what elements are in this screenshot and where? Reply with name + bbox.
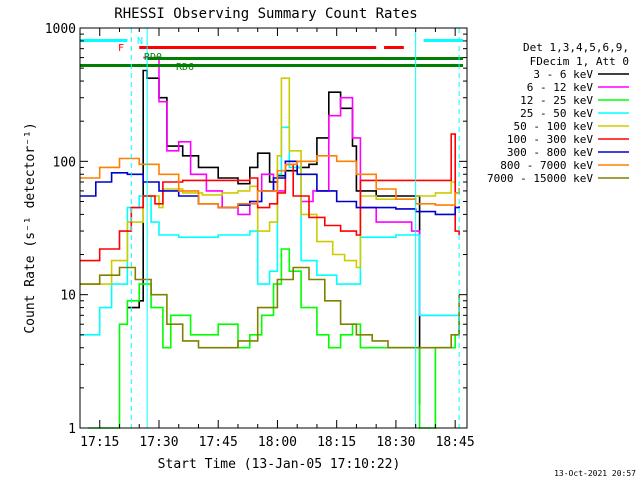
legend-label-5: 100 - 300 keV (507, 133, 593, 146)
flag-bar-n-1 (80, 39, 128, 42)
flag-label-n: N (137, 36, 143, 47)
legend-row-5: 100 - 300 keV (507, 133, 629, 146)
x-tick-label-4: 18:15 (317, 435, 356, 450)
flag-label-rd6: RD6 (176, 62, 194, 73)
legend-row-8: 7000 - 15000 keV (487, 172, 629, 185)
x-tick-label-1: 17:30 (139, 435, 178, 450)
legend-row-0: 3 - 6 keV (533, 68, 629, 81)
y-axis-label: Count Rate (s⁻¹ detector⁻¹) (23, 122, 38, 333)
x-tick-label-2: 17:45 (199, 435, 238, 450)
legend-label-3: 25 - 50 keV (520, 107, 593, 120)
plot-frame (79, 27, 468, 429)
y-tick-label-3: 1000 (45, 22, 76, 37)
legend-row-6: 300 - 800 keV (507, 146, 629, 159)
flag-bar-rd0 (147, 57, 464, 60)
y-tick-label-1: 10 (60, 289, 76, 304)
legend-label-4: 50 - 100 keV (514, 120, 594, 133)
x-tick-label-5: 18:30 (376, 435, 415, 450)
x-tick-label-3: 18:00 (258, 435, 297, 450)
flag-bar-rd6 (80, 64, 464, 67)
footer-timestamp: 13-Oct-2021 20:57 (554, 469, 636, 478)
x-tick-label-0: 17:15 (80, 435, 119, 450)
y-tick-label-0: 1 (68, 422, 76, 437)
series-layer (80, 56, 460, 429)
x-axis-label: Start Time (13-Jan-05 17:10:22) (158, 457, 401, 472)
legend: Det 1,3,4,5,6,9, FDecim 1, Att 0 3 - 6 k… (487, 41, 629, 185)
legend-label-2: 12 - 25 keV (520, 94, 593, 107)
flag-bar-f-2 (384, 46, 404, 49)
y-tick-label-2: 100 (53, 155, 76, 170)
flag-layer: N F RD0 RD6 (80, 28, 464, 428)
legend-row-7: 800 - 7000 keV (500, 159, 629, 172)
legend-row-4: 50 - 100 keV (514, 120, 629, 133)
legend-row-2: 12 - 25 keV (520, 94, 629, 107)
series-line-5 (80, 133, 460, 262)
legend-row-1: 6 - 12 keV (527, 81, 629, 94)
flag-label-rd0: RD0 (144, 52, 162, 63)
flag-bar-f-1 (139, 46, 377, 49)
x-tick-label-6: 18:45 (436, 435, 475, 450)
legend-header-1: Det 1,3,4,5,6,9, (523, 41, 629, 54)
axis-layer: 17:15 17:30 17:45 18:00 18:15 18:30 18:45 1 10 10… (45, 22, 475, 450)
flag-label-f: F (118, 43, 124, 54)
legend-label-1: 6 - 12 keV (527, 81, 594, 94)
legend-label-0: 3 - 6 keV (533, 68, 593, 81)
flag-bar-n-2 (423, 39, 464, 42)
series-line-4 (80, 77, 456, 285)
legend-label-7: 800 - 7000 keV (500, 159, 593, 172)
legend-header-2: FDecim 1, Att 0 (530, 55, 629, 68)
legend-label-6: 300 - 800 keV (507, 146, 593, 159)
series-line-8 (80, 266, 460, 349)
legend-label-8: 7000 - 15000 keV (487, 172, 593, 185)
chart-title: RHESSI Observing Summary Count Rates (114, 6, 417, 22)
legend-row-3: 25 - 50 keV (520, 107, 629, 120)
